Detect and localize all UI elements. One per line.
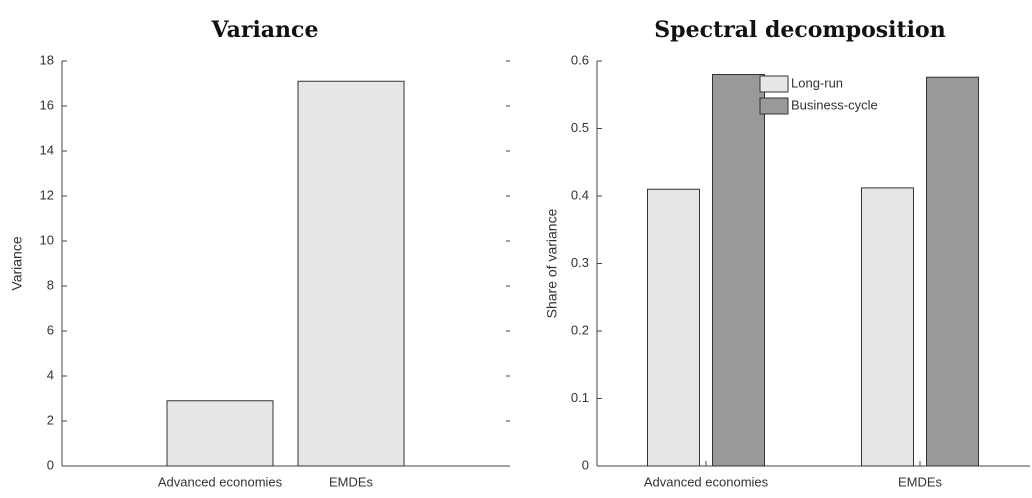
y-tick-label: 0.6 (571, 52, 589, 67)
x-tick-label: Advanced economies (644, 474, 769, 489)
y-tick-label: 4 (47, 367, 54, 382)
y-tick-label: 6 (47, 322, 54, 337)
y-tick-label: 12 (40, 187, 54, 202)
y-tick-label: 8 (47, 277, 54, 292)
bar (926, 76, 979, 467)
y-tick-label: 14 (40, 142, 54, 157)
legend-swatch (759, 97, 789, 115)
x-tick-label: EMDEs (898, 474, 943, 489)
y-tick-label: 0 (47, 457, 54, 472)
y-tick-label: 10 (40, 232, 54, 247)
x-tick-label: EMDEs (329, 474, 374, 489)
x-tick-label: Advanced economies (158, 474, 283, 489)
y-tick-label: 2 (47, 412, 54, 427)
bar (297, 80, 405, 467)
y-tick-label: 0.1 (571, 390, 589, 405)
legend-label: Long-run (791, 75, 843, 90)
legend-label: Business-cycle (791, 97, 878, 112)
y-tick-label: 0.5 (571, 120, 589, 135)
chart-title: Spectral decomposition (654, 17, 945, 43)
bar (861, 187, 914, 467)
y-axis-label: Variance (9, 236, 25, 290)
chart-title: Variance (211, 17, 319, 43)
y-axis-label: Share of variance (544, 208, 560, 318)
y-tick-label: 0 (582, 457, 589, 472)
bar (647, 188, 700, 467)
bar (712, 74, 765, 467)
y-tick-label: 18 (40, 52, 54, 67)
bar (166, 400, 274, 467)
y-tick-label: 0.2 (571, 322, 589, 337)
y-tick-label: 16 (40, 97, 54, 112)
y-tick-label: 0.4 (571, 187, 589, 202)
legend-swatch (759, 75, 789, 93)
y-tick-label: 0.3 (571, 255, 589, 270)
